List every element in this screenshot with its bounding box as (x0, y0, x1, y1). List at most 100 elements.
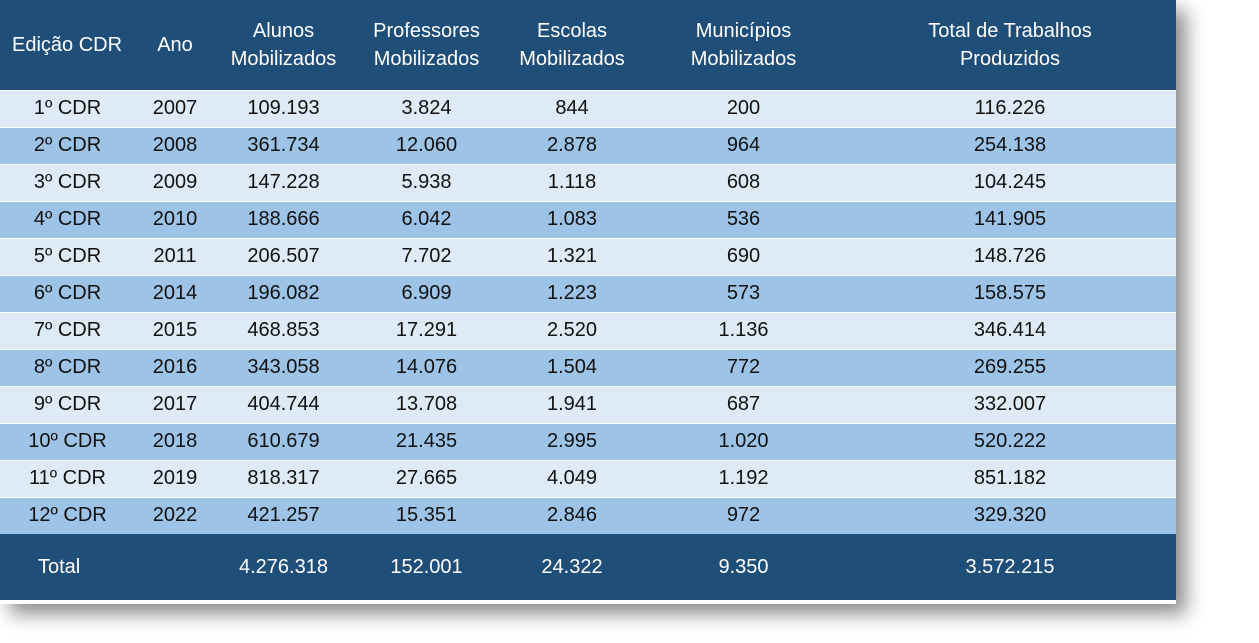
total-professores: 152.001 (390, 555, 463, 578)
cell-edicao: 2º CDR (0, 126, 135, 164)
cell-professores: 21.435 (352, 422, 501, 460)
cell-escolas: 1.321 (501, 237, 643, 275)
cell-municipios: 1.136 (643, 311, 844, 349)
total-alunos: 4.276.318 (239, 555, 328, 578)
cell-trabalhos: 851.182 (844, 459, 1176, 497)
header-professores: Professores Mobilizados (373, 19, 480, 70)
header-row: Edição CDR Ano Alunos Mobilizados Profes… (0, 0, 1176, 90)
total-row: Total 4.276.318 152.001 24.322 9.350 3.5… (0, 534, 1176, 600)
cell-trabalhos: 148.726 (844, 237, 1176, 275)
cell-escolas: 2.995 (501, 422, 643, 460)
cell-alunos: 109.193 (215, 89, 352, 127)
cell-edicao: 5º CDR (0, 237, 135, 275)
cell-edicao: 11º CDR (0, 459, 135, 497)
header-escolas: Escolas Mobilizados (519, 19, 625, 70)
cell-ano: 2010 (135, 200, 215, 238)
table-body: 1º CDR 2007 109.193 3.824 844 200 116.226 2º CD… (0, 89, 1176, 534)
cell-municipios: 1.020 (643, 422, 844, 460)
cell-escolas: 1.504 (501, 348, 643, 386)
cell-ano: 2022 (135, 496, 215, 534)
cell-alunos: 421.257 (215, 496, 352, 534)
cell-ano: 2007 (135, 89, 215, 127)
table-row: 8º CDR 2016 343.058 14.076 1.504 772 269.255 (0, 348, 1176, 386)
table-header: Edição CDR Ano Alunos Mobilizados Profes… (0, 0, 1176, 90)
table-row: 9º CDR 2017 404.744 13.708 1.941 687 332.007 (0, 385, 1176, 423)
cell-escolas: 1.118 (501, 163, 643, 201)
cell-escolas: 2.878 (501, 126, 643, 164)
cell-edicao: 1º CDR (0, 89, 135, 127)
cell-alunos: 361.734 (215, 126, 352, 164)
cell-municipios: 964 (643, 126, 844, 164)
cell-edicao: 3º CDR (0, 163, 135, 201)
cell-municipios: 536 (643, 200, 844, 238)
cell-ano: 2019 (135, 459, 215, 497)
cell-trabalhos: 158.575 (844, 274, 1176, 312)
cell-ano: 2008 (135, 126, 215, 164)
table-row: 4º CDR 2010 188.666 6.042 1.083 536 141.905 (0, 200, 1176, 238)
cell-professores: 6.909 (352, 274, 501, 312)
cell-alunos: 147.228 (215, 163, 352, 201)
cell-edicao: 9º CDR (0, 385, 135, 423)
cell-trabalhos: 116.226 (844, 89, 1176, 127)
cell-edicao: 7º CDR (0, 311, 135, 349)
cell-edicao: 4º CDR (0, 200, 135, 238)
cell-ano: 2014 (135, 274, 215, 312)
cell-trabalhos: 329.320 (844, 496, 1176, 534)
cell-municipios: 690 (643, 237, 844, 275)
cell-trabalhos: 332.007 (844, 385, 1176, 423)
cell-professores: 7.702 (352, 237, 501, 275)
table-row: 7º CDR 2015 468.853 17.291 2.520 1.136 346.414 (0, 311, 1176, 349)
cell-escolas: 1.941 (501, 385, 643, 423)
header-total-trabalhos: Total de Trabalhos Produzidos (928, 19, 1092, 70)
cell-ano: 2018 (135, 422, 215, 460)
cell-trabalhos: 141.905 (844, 200, 1176, 238)
total-municipios: 9.350 (718, 555, 769, 578)
table-row: 6º CDR 2014 196.082 6.909 1.223 573 158.575 (0, 274, 1176, 312)
cell-alunos: 404.744 (215, 385, 352, 423)
table-row: 3º CDR 2009 147.228 5.938 1.118 608 104.245 (0, 163, 1176, 201)
table-row: 11º CDR 2019 818.317 27.665 4.049 1.192 851.18… (0, 459, 1176, 497)
cell-escolas: 1.223 (501, 274, 643, 312)
cell-professores: 27.665 (352, 459, 501, 497)
cell-alunos: 196.082 (215, 274, 352, 312)
cell-alunos: 343.058 (215, 348, 352, 386)
cell-escolas: 4.049 (501, 459, 643, 497)
table-row: 10º CDR 2018 610.679 21.435 2.995 1.020 520.22… (0, 422, 1176, 460)
total-ano (135, 534, 215, 600)
header-municipios: Municípios Mobilizados (690, 19, 797, 70)
cell-trabalhos: 104.245 (844, 163, 1176, 201)
cell-municipios: 200 (643, 89, 844, 127)
cell-escolas: 2.520 (501, 311, 643, 349)
cell-professores: 13.708 (352, 385, 501, 423)
cell-alunos: 818.317 (215, 459, 352, 497)
cell-ano: 2009 (135, 163, 215, 201)
cdr-statistics-table-frame: Edição CDR Ano Alunos Mobilizados Profes… (0, 0, 1176, 600)
cell-escolas: 2.846 (501, 496, 643, 534)
table-row: 12º CDR 2022 421.257 15.351 2.846 972 329.320 (0, 496, 1176, 534)
cell-alunos: 468.853 (215, 311, 352, 349)
cell-alunos: 610.679 (215, 422, 352, 460)
table-footer: Total 4.276.318 152.001 24.322 9.350 3.5… (0, 534, 1176, 600)
total-label: Total (38, 555, 81, 578)
cell-edicao: 10º CDR (0, 422, 135, 460)
cell-professores: 15.351 (352, 496, 501, 534)
cdr-statistics-table: Edição CDR Ano Alunos Mobilizados Profes… (0, 0, 1176, 600)
cell-trabalhos: 346.414 (844, 311, 1176, 349)
cell-municipios: 972 (643, 496, 844, 534)
cell-trabalhos: 254.138 (844, 126, 1176, 164)
cell-professores: 3.824 (352, 89, 501, 127)
header-alunos: Alunos Mobilizados (230, 19, 337, 70)
cell-municipios: 608 (643, 163, 844, 201)
cell-ano: 2015 (135, 311, 215, 349)
cell-escolas: 844 (501, 89, 643, 127)
cell-edicao: 12º CDR (0, 496, 135, 534)
header-ano: Ano (157, 33, 193, 56)
cell-professores: 6.042 (352, 200, 501, 238)
table-row: 1º CDR 2007 109.193 3.824 844 200 116.226 (0, 89, 1176, 127)
cell-professores: 17.291 (352, 311, 501, 349)
cell-edicao: 8º CDR (0, 348, 135, 386)
cell-municipios: 573 (643, 274, 844, 312)
cell-trabalhos: 520.222 (844, 422, 1176, 460)
total-escolas: 24.322 (541, 555, 603, 578)
cell-professores: 12.060 (352, 126, 501, 164)
